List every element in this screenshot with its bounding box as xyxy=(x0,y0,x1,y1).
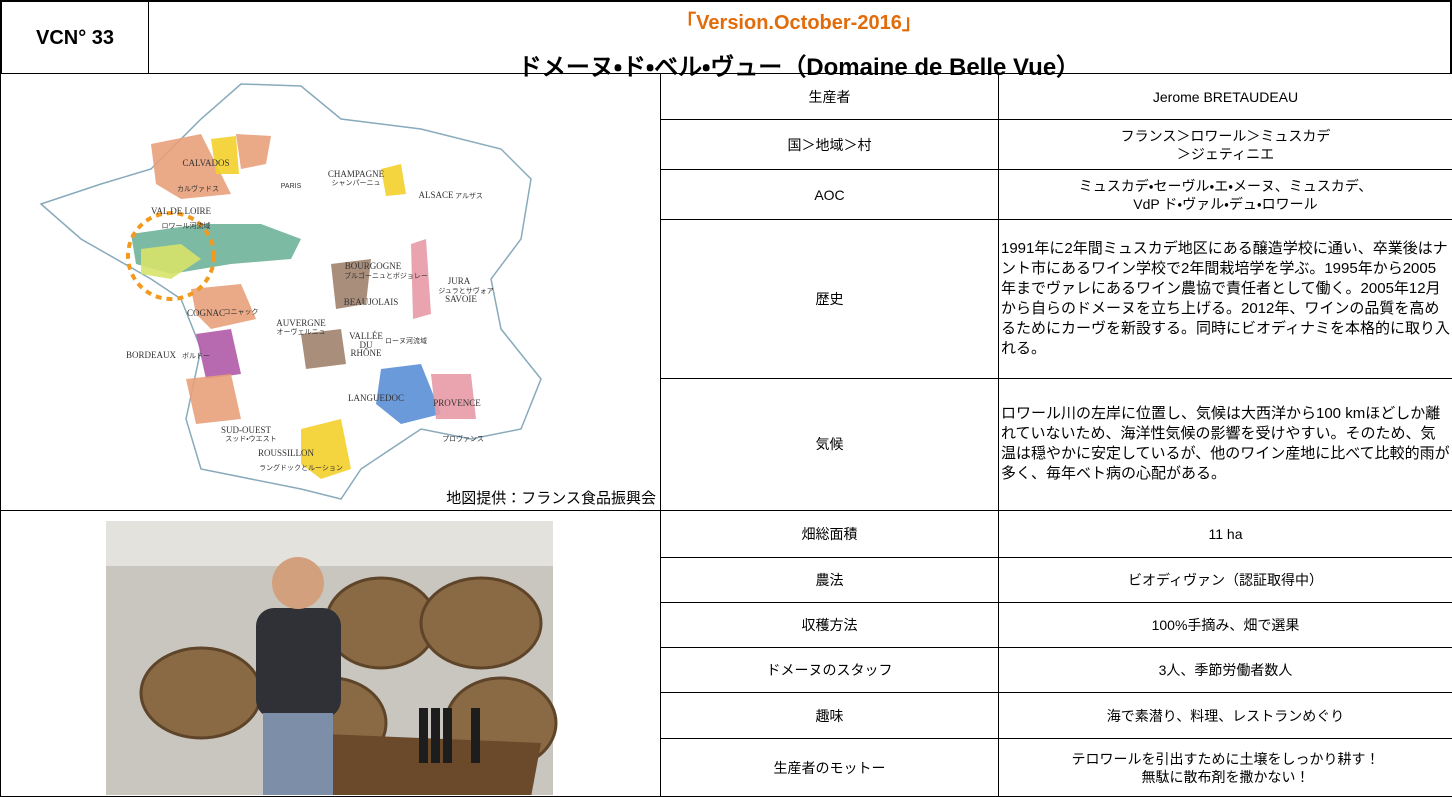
map-label: ボルドー xyxy=(182,352,210,360)
row-value: 11 ha xyxy=(999,511,1452,558)
value-line: 11 ha xyxy=(1001,525,1450,543)
value-line: 海で素潜り、料理、レストランめぐり xyxy=(1001,707,1450,725)
row-value: 3人、季節労働者数人 xyxy=(999,648,1452,693)
row-label: 国＞地域＞村 xyxy=(661,120,999,170)
row-label: 畑総面積 xyxy=(661,511,999,558)
row-value: フランス＞ロワール＞ミュスカデ＞ジェティニエ xyxy=(999,120,1452,170)
row-label: 生産者 xyxy=(661,74,999,120)
map-label: ローヌ河流域 xyxy=(385,336,427,345)
map-label: COGNAC xyxy=(187,308,225,318)
row-label: ドメーヌのスタッフ xyxy=(661,648,999,693)
map-label: コニャック xyxy=(224,308,259,316)
row-value: ロワール川の左岸に位置し、気候は大西洋から100 kmほどしか離れていないため、… xyxy=(999,378,1452,510)
map-credit: 地図提供：フランス食品振興会 xyxy=(446,490,656,508)
value-line: ＞ジェティニエ xyxy=(1001,145,1450,163)
map-label: JURA xyxy=(448,276,471,286)
map-label: プロヴァンス xyxy=(442,434,484,443)
person-head xyxy=(272,557,324,609)
row-label: 農法 xyxy=(661,558,999,603)
value-line: Jerome BRETAUDEAU xyxy=(1001,88,1450,106)
map-label: SAVOIE xyxy=(445,294,477,304)
row-value: Jerome BRETAUDEAU xyxy=(999,74,1452,120)
value-line: ビオディヴァン（認証取得中） xyxy=(1001,571,1450,589)
map-label: アルザス xyxy=(455,192,483,200)
map-label: RHÔNE xyxy=(351,348,383,358)
row-value: ビオディヴァン（認証取得中） xyxy=(999,558,1452,603)
row-label: 気候 xyxy=(661,378,999,510)
map-label: スッド・ウエスト xyxy=(225,435,276,443)
value-line: VdP ド・ヴァル・デュ・ロワール xyxy=(1001,195,1450,213)
row-label: 趣味 xyxy=(661,693,999,739)
map-label: PARIS xyxy=(281,183,302,190)
value-line: ロワール川の左岸に位置し、気候は大西洋から100 kmほどしか離れていないため、… xyxy=(1001,404,1450,484)
row-value: テロワールを引出すために土壌をしっかり耕す！無駄に散布剤を撒かない！ xyxy=(999,739,1452,797)
value-line: フランス＞ロワール＞ミュスカデ xyxy=(1001,127,1450,145)
value-line: 3人、季節労働者数人 xyxy=(1001,661,1450,679)
value-line: 1991年に2年間ミュスカデ地区にある醸造学校に通い、卒業後はナント市にあるワイ… xyxy=(1001,239,1450,359)
map-label: カルヴァドス xyxy=(177,184,219,193)
region-shape xyxy=(236,134,271,169)
bottle xyxy=(419,708,428,763)
map-label: PROVENCE xyxy=(433,398,481,408)
map-label: CALVADOS xyxy=(182,158,229,168)
map-label: BEAUJOLAIS xyxy=(344,297,399,307)
doc-id: VCN° 33 xyxy=(2,2,149,74)
row-value: 1991年に2年間ミュスカデ地区にある醸造学校に通い、卒業後はナント市にあるワイ… xyxy=(999,220,1452,378)
row-value: ミュスカデ・セーヴル・エ・メーヌ、ミュスカデ、VdP ド・ヴァル・デュ・ロワール xyxy=(999,170,1452,220)
photo-ceiling xyxy=(106,521,553,566)
value-line: テロワールを引出すために土壌をしっかり耕す！ xyxy=(1001,750,1450,768)
map-label: SUD-OUEST xyxy=(221,425,272,435)
barrel xyxy=(421,578,541,668)
version: 「Version.October-2016」 xyxy=(148,6,1450,35)
row-label: AOC xyxy=(661,170,999,220)
row-value: 100%手摘み、畑で選果 xyxy=(999,603,1452,648)
map-label: ALSACE xyxy=(418,190,454,200)
row-label: 生産者のモットー xyxy=(661,739,999,797)
photo-cell xyxy=(1,511,661,797)
value-line: 無駄に散布剤を撒かない！ xyxy=(1001,768,1450,786)
value-line: 100%手摘み、畑で選果 xyxy=(1001,616,1450,634)
map-label: VAL DE LOIRE xyxy=(151,206,211,216)
barrel xyxy=(141,648,261,738)
map-label: LANGUEDOC xyxy=(348,393,404,403)
region-shape xyxy=(211,136,239,174)
value-line: ミュスカデ・セーヴル・エ・メーヌ、ミュスカデ、 xyxy=(1001,177,1450,195)
map-label: BOURGOGNE xyxy=(345,261,402,271)
map-label: オーヴェルニュ xyxy=(277,327,326,336)
region-shape xyxy=(431,374,476,419)
row-value: 海で素潜り、料理、レストランめぐり xyxy=(999,693,1452,739)
map-label: ブルゴーニュとボジョレー xyxy=(344,271,428,280)
map-label: シャンパーニュ xyxy=(332,179,381,187)
map-label: AUVERGNE xyxy=(276,318,326,328)
header: VCN° 33 「Version.October-2016」 ドメーヌ・ド・ベル… xyxy=(0,0,1452,74)
map-label: ロワール河流域 xyxy=(162,221,211,230)
bottle xyxy=(471,708,480,763)
bottle xyxy=(431,708,440,763)
map-label: ラングドックとルーション xyxy=(259,463,343,472)
row-label: 収穫方法 xyxy=(661,603,999,648)
producer-photo xyxy=(1,513,659,795)
person-legs xyxy=(263,713,333,795)
bottle xyxy=(443,708,452,763)
map-label: ROUSSILLON xyxy=(258,448,315,458)
map-label: BORDEAUX xyxy=(126,350,177,360)
map-label: CHAMPAGNE xyxy=(328,169,385,179)
person-body xyxy=(256,608,341,718)
row-label: 歴史 xyxy=(661,220,999,378)
